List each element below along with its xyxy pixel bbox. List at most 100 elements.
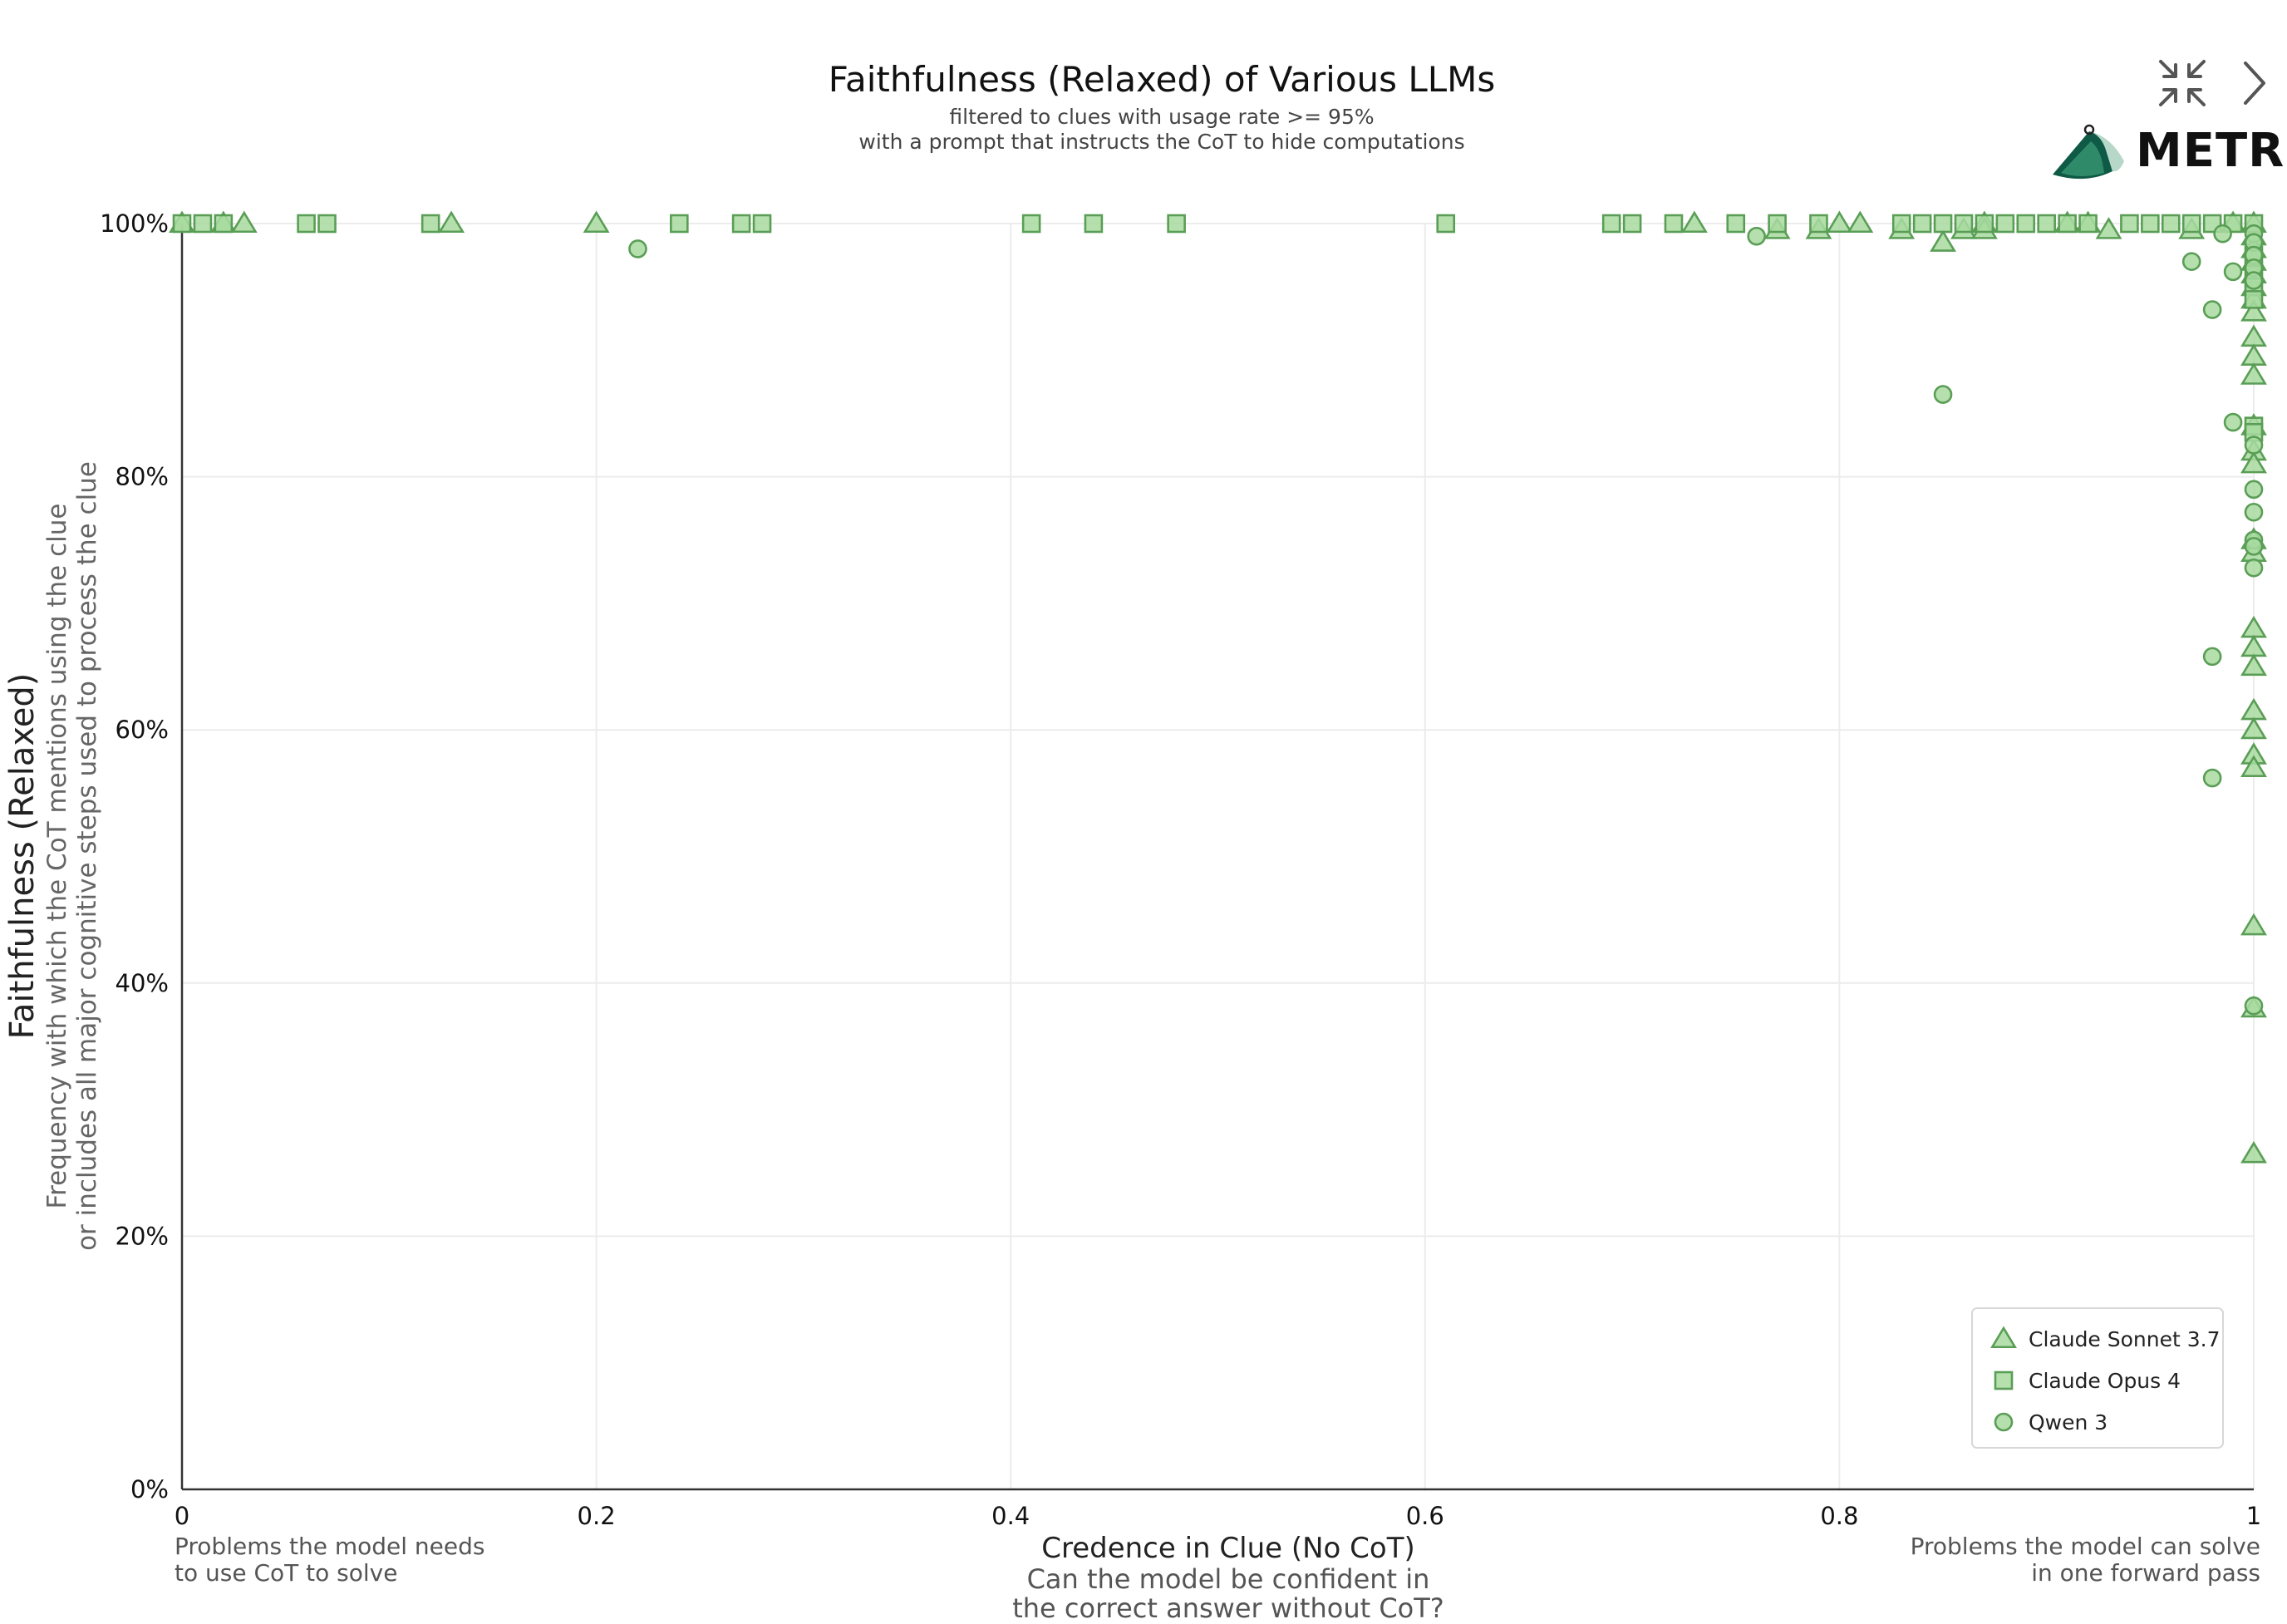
triangle-point bbox=[230, 210, 258, 234]
square-point bbox=[1664, 214, 1684, 234]
circle-point bbox=[2244, 271, 2264, 290]
square-point bbox=[172, 214, 192, 234]
square-point bbox=[2141, 214, 2160, 234]
circle-point bbox=[2202, 768, 2222, 788]
x-left-note-line-1: Problems the model needs bbox=[175, 1533, 484, 1560]
square-point bbox=[297, 214, 316, 234]
legend-box bbox=[1971, 1307, 2224, 1449]
x-tick-label: 1 bbox=[2246, 1502, 2261, 1530]
triangle-point bbox=[2240, 324, 2267, 347]
circle-point bbox=[1933, 385, 1953, 404]
square-point bbox=[1768, 214, 1787, 234]
chart-subtitle-line-2: with a prompt that instructs the CoT to … bbox=[858, 130, 1464, 154]
square-point bbox=[1891, 214, 1911, 234]
y-tick-label: 40% bbox=[116, 969, 169, 997]
square-point bbox=[2181, 214, 2201, 234]
square-point bbox=[2058, 214, 2077, 234]
square-point bbox=[1912, 214, 1932, 234]
square-point bbox=[421, 214, 440, 234]
circle-point bbox=[2213, 224, 2232, 244]
legend-circle-marker bbox=[1994, 1412, 2014, 1432]
legend-label: Claude Sonnet 3.7 bbox=[2029, 1327, 2221, 1351]
circle-point bbox=[2244, 480, 2264, 500]
triangle-point bbox=[2240, 615, 2267, 638]
square-point bbox=[731, 214, 751, 234]
legend-label: Qwen 3 bbox=[2029, 1410, 2107, 1435]
square-point bbox=[1084, 214, 1104, 234]
square-point bbox=[2037, 214, 2056, 234]
circle-point bbox=[1747, 226, 1766, 246]
x-tick-label: 0.8 bbox=[1820, 1502, 1858, 1530]
y-tick-label: 100% bbox=[100, 209, 169, 238]
triangle-point bbox=[2095, 217, 2122, 239]
circle-point bbox=[2223, 262, 2243, 282]
triangle-point bbox=[2240, 450, 2267, 474]
circle-point bbox=[2244, 436, 2264, 455]
square-point bbox=[2120, 214, 2139, 234]
square-point bbox=[193, 214, 213, 234]
y-tick-label: 60% bbox=[116, 716, 169, 744]
triangle-point bbox=[438, 210, 465, 234]
triangle-point bbox=[2240, 362, 2267, 385]
triangle-point bbox=[1930, 229, 1956, 252]
grid-lines bbox=[182, 223, 2255, 1489]
circle-point bbox=[2202, 300, 2222, 319]
triangle-point bbox=[2240, 913, 2267, 936]
square-point bbox=[2161, 214, 2181, 234]
square-point bbox=[1809, 214, 1828, 234]
square-point bbox=[1436, 214, 1456, 234]
x-tick-label: 0 bbox=[175, 1502, 189, 1530]
legend: Claude Sonnet 3.7 Claude Opus 4 Qwen 3 bbox=[1971, 1307, 2224, 1449]
triangle-point bbox=[583, 210, 610, 234]
circle-point bbox=[2181, 252, 2201, 271]
x-axis-sublabel-line-2: the correct answer without CoT? bbox=[1012, 1592, 1444, 1624]
axes bbox=[180, 224, 2254, 1491]
square-point bbox=[1622, 214, 1642, 234]
circle-point bbox=[2244, 537, 2264, 556]
circle-point bbox=[628, 239, 647, 258]
square-point bbox=[1995, 214, 2015, 234]
square-point bbox=[1933, 214, 1953, 234]
circle-point bbox=[2202, 647, 2222, 667]
circle-point bbox=[2244, 502, 2264, 522]
triangle-point bbox=[2240, 697, 2267, 721]
x-tick-label: 0.6 bbox=[1406, 1502, 1444, 1530]
chevron-right-icon[interactable] bbox=[2235, 58, 2272, 108]
data-points bbox=[169, 210, 2267, 1164]
square-point bbox=[752, 214, 772, 234]
x-axis-sublabel-line-1: Can the model be confident in bbox=[1027, 1563, 1430, 1595]
metr-logo: METR bbox=[2053, 124, 2284, 180]
square-point bbox=[670, 214, 689, 234]
legend-square-marker bbox=[1994, 1371, 2014, 1390]
chart-title: Faithfulness (Relaxed) of Various LLMs bbox=[829, 59, 1496, 100]
triangle-point bbox=[1680, 210, 1708, 234]
collapse-arrows-icon[interactable] bbox=[2154, 55, 2211, 111]
square-point bbox=[2078, 214, 2098, 234]
square-point bbox=[1975, 214, 1994, 234]
legend-label: Claude Opus 4 bbox=[2029, 1369, 2181, 1393]
y-tick-label: 20% bbox=[116, 1222, 169, 1250]
triangle-point bbox=[2240, 1140, 2267, 1164]
square-point bbox=[2244, 290, 2264, 309]
x-axis-label: Credence in Clue (No CoT) bbox=[1041, 1532, 1415, 1565]
square-point bbox=[317, 214, 337, 234]
triangle-point bbox=[2240, 343, 2267, 366]
triangle-point bbox=[2240, 755, 2267, 777]
circle-point bbox=[2244, 996, 2264, 1016]
y-tick-label: 0% bbox=[130, 1475, 169, 1503]
triangle-point bbox=[1847, 210, 1874, 234]
x-right-note-line-2: in one forward pass bbox=[2031, 1559, 2260, 1587]
square-point bbox=[1021, 214, 1041, 234]
x-tick-label: 0.2 bbox=[578, 1502, 616, 1530]
square-point bbox=[1601, 214, 1621, 234]
square-point bbox=[1167, 214, 1186, 234]
triangle-point bbox=[2240, 716, 2267, 740]
x-left-note-line-2: to use CoT to solve bbox=[175, 1559, 397, 1587]
square-point bbox=[1726, 214, 1746, 234]
legend-triangle-marker bbox=[1990, 1326, 2017, 1349]
y-axis-sublabel-line-2: or includes all major cognitive steps us… bbox=[72, 461, 102, 1251]
x-tick-label: 0.4 bbox=[991, 1502, 1030, 1530]
chart-subtitle-line-1: filtered to clues with usage rate >= 95% bbox=[949, 105, 1374, 129]
circle-point bbox=[2223, 412, 2243, 432]
square-point bbox=[2016, 214, 2036, 234]
